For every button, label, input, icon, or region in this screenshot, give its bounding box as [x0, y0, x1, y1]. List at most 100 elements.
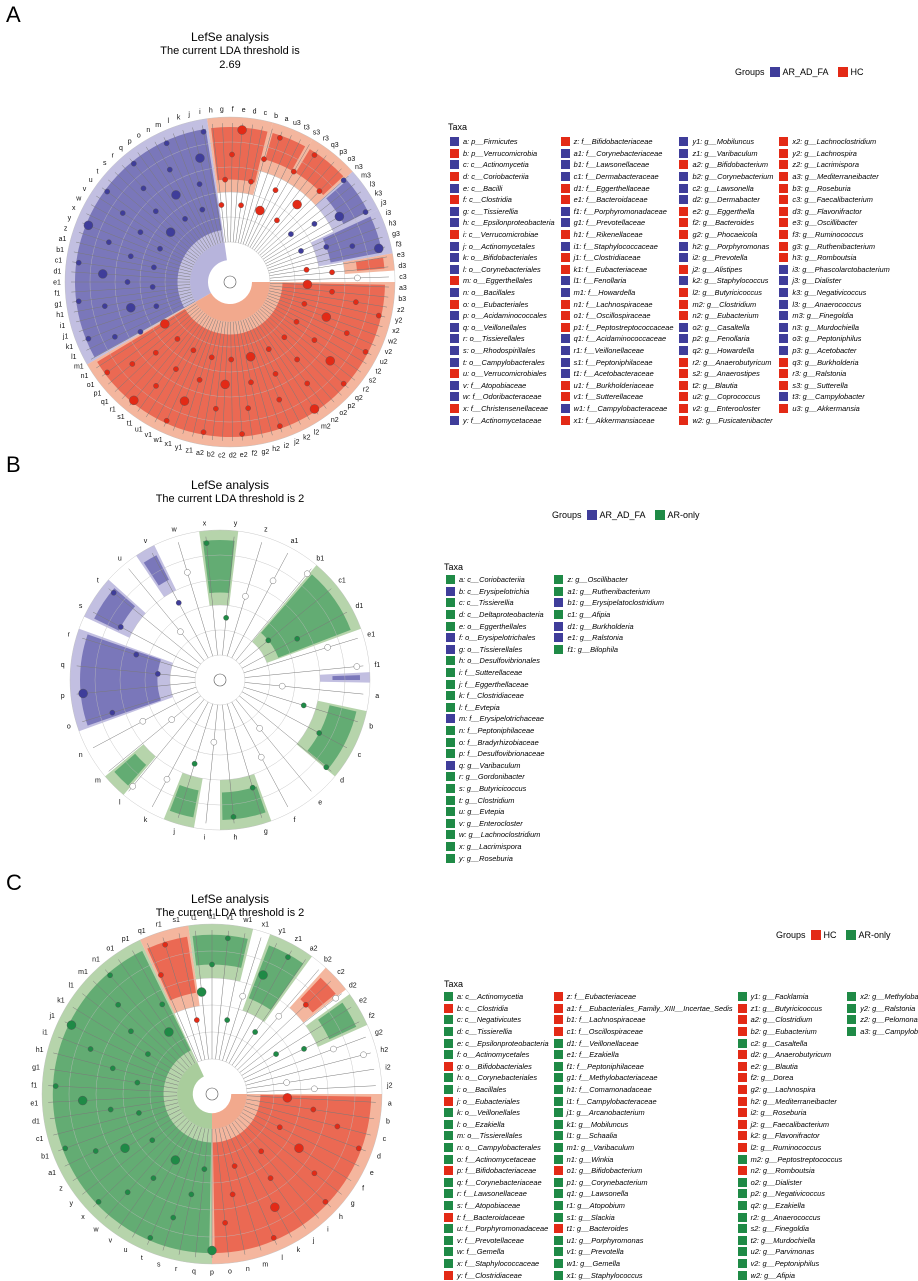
- taxa-swatch: [450, 369, 459, 379]
- taxa-item: i: o__Bacillales: [444, 1084, 549, 1096]
- tree-node: [322, 1199, 329, 1205]
- taxa-swatch: [737, 1247, 747, 1257]
- taxa-item: q: o__Veillonellales: [450, 322, 555, 334]
- clade-label: y: [68, 215, 72, 222]
- tree-branch: [269, 276, 389, 281]
- taxa-label: y: g__Roseburia: [459, 853, 513, 863]
- tree-branch: [215, 1128, 229, 1258]
- taxa-swatch: [446, 656, 455, 666]
- taxa-swatch: [737, 1131, 747, 1141]
- taxa-label: u: o__Verrucomicrobiales: [463, 369, 547, 379]
- taxa-swatch: [444, 1200, 453, 1210]
- taxa-item: v1: f__Sutterellaceae: [560, 391, 674, 403]
- clade-label: u3: [293, 120, 301, 127]
- taxa-item: n2: g__Romboutsia: [737, 1165, 843, 1177]
- clade-label: z: [59, 1186, 63, 1193]
- taxa-item: e1: f__Bacteroidaceae: [560, 194, 674, 206]
- tree-node: [353, 663, 361, 670]
- taxa-swatch: [737, 1143, 747, 1153]
- taxa-label: c1: f__Dermabacteraceae: [573, 172, 659, 182]
- taxa-swatch: [554, 598, 564, 608]
- phylum-arc: [195, 282, 270, 322]
- tree-branch: [225, 943, 277, 1062]
- taxa-label: c2: g__Lawsonella: [692, 183, 754, 193]
- clade-label: e: [242, 107, 246, 114]
- taxa-label: s3: g__Sutterella: [792, 380, 848, 390]
- tree-branch: [64, 1109, 181, 1167]
- taxa-label: v: g__Enterocloster: [459, 818, 523, 828]
- taxa-label: z1: g__Varibaculum: [692, 148, 758, 158]
- taxa-label: y: f__Clostridiaceae: [457, 1270, 522, 1280]
- clade-label: i3: [386, 210, 392, 217]
- tree-node: [237, 125, 247, 135]
- taxa-label: t2: g__Murdochiella: [750, 1235, 816, 1245]
- tree-node: [316, 730, 323, 736]
- taxa-item: z: f__Bifidobacteriaceae: [560, 136, 674, 148]
- tree-branch: [268, 246, 386, 274]
- tree-node: [245, 405, 251, 412]
- taxa-swatch: [779, 264, 789, 274]
- tree-branch: [72, 286, 191, 303]
- tree-node: [87, 1046, 94, 1052]
- tree-branch: [235, 699, 312, 792]
- tree-node: [149, 1137, 156, 1144]
- taxa-column: x2: g__Lachnoclostridium y2: g__Lachnospi…: [779, 136, 890, 426]
- tree-node: [354, 274, 361, 282]
- taxa-label: b2: g__Eubacterium: [750, 1027, 817, 1037]
- taxa-label: e: c__Bacilli: [463, 183, 503, 193]
- tree-node: [164, 1027, 174, 1037]
- taxa-swatch: [737, 1166, 747, 1176]
- clade-label: b3: [398, 296, 406, 303]
- clade-label: t2: [376, 368, 382, 375]
- tree-node: [256, 725, 263, 732]
- taxa-label: m: o__Tissierellales: [457, 1131, 523, 1141]
- tree-node: [283, 1079, 290, 1086]
- clade-label: h1: [36, 1047, 44, 1054]
- taxa-item: m1: g__Varibaculum: [553, 1142, 733, 1154]
- taxa-item: c: c__Tissierellia: [446, 597, 544, 609]
- tree-node: [134, 1079, 141, 1086]
- tree-node: [171, 190, 181, 200]
- clade-label: s: [157, 1261, 161, 1268]
- clade-label: r: [111, 152, 114, 159]
- taxa-item: f1: g__Bilophila: [554, 644, 664, 656]
- clade-label: y1: [175, 445, 183, 452]
- tree-node: [196, 181, 203, 187]
- clade-label: g1: [32, 1065, 40, 1072]
- clade-label: g: [351, 1200, 355, 1207]
- taxa-heading: Taxa: [444, 979, 464, 989]
- taxa-swatch: [560, 311, 570, 321]
- ring-guide: [94, 554, 346, 806]
- taxa-swatch: [779, 218, 789, 228]
- taxa-swatch: [446, 841, 455, 851]
- tree-node: [282, 1093, 293, 1103]
- taxa-item: o: f__Actinomycetaceae: [444, 1153, 549, 1165]
- taxa-label: d2: g__Dermabacter: [692, 195, 760, 205]
- tree-branch: [240, 128, 273, 244]
- taxa-swatch: [553, 1015, 563, 1025]
- taxa-swatch: [554, 633, 564, 643]
- taxa-swatch: [450, 322, 459, 332]
- tree-branch: [173, 133, 216, 245]
- taxa-label: a: c__Actinomycetia: [457, 992, 524, 1002]
- taxa-swatch: [450, 299, 459, 309]
- taxa-label: w: f__Odoribacteraceae: [463, 392, 542, 402]
- taxa-item: s1: g__Slackia: [553, 1211, 733, 1223]
- taxa-swatch: [847, 992, 857, 1002]
- tree-branch: [261, 306, 356, 381]
- taxa-swatch: [779, 183, 789, 193]
- clade-label: l3: [370, 181, 376, 188]
- clade-label: n: [246, 1266, 250, 1273]
- clade-label: j1: [62, 333, 69, 340]
- clade-label: v: [83, 186, 87, 193]
- taxa-item: h3: g__Romboutsia: [779, 252, 889, 264]
- taxa-item: o1: f__Oscillospiraceae: [560, 310, 674, 322]
- tree-node: [269, 577, 277, 584]
- tree-node: [258, 970, 268, 980]
- tree-node: [218, 202, 225, 208]
- tree-branch: [266, 218, 376, 267]
- taxa-label: o1: f__Oscillospiraceae: [573, 311, 651, 321]
- clade-label: z1: [295, 936, 303, 943]
- clade-label: x2: [392, 328, 400, 335]
- tree-node: [153, 208, 159, 215]
